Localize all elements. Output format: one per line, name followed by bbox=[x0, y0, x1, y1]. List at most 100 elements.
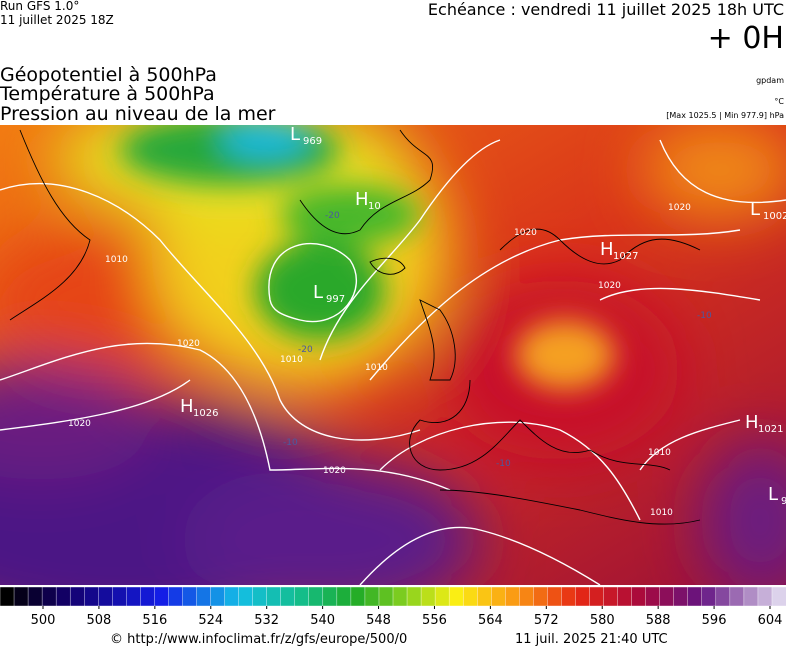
run-date: 11 juillet 2025 18Z bbox=[0, 13, 114, 27]
isobar-label: 1020 bbox=[68, 419, 91, 429]
isobar-label: 1020 bbox=[177, 339, 200, 349]
temperature-label: -20 bbox=[325, 211, 340, 221]
colorbar-tick-label: 596 bbox=[702, 613, 727, 628]
isobar-label: 1010 bbox=[105, 255, 128, 265]
colorbar-tick-label: 524 bbox=[198, 613, 223, 628]
colorbar-tick-label: 604 bbox=[758, 613, 783, 628]
colorbar-swatch bbox=[126, 586, 142, 607]
colorbar: 500 508 516 524 532 540 548 556 564 572 580 588 596 6… bbox=[0, 586, 786, 628]
colorbar-swatch bbox=[69, 586, 85, 607]
colorbar-tick-label: 548 bbox=[366, 613, 391, 628]
pressure-center-value: 969 bbox=[303, 136, 322, 147]
colorbar-swatch bbox=[434, 586, 450, 607]
colorbar-swatch bbox=[547, 586, 563, 607]
title: Géopotentiel à 500hPa bbox=[0, 64, 217, 86]
colorbar-swatch bbox=[406, 586, 422, 607]
colorbar-swatch bbox=[729, 586, 745, 607]
colorbar-swatch bbox=[448, 586, 464, 607]
colorbar-swatch bbox=[757, 586, 773, 607]
pressure-center-letter: H bbox=[355, 189, 369, 210]
colorbar-swatch bbox=[617, 586, 633, 607]
isobar-label: 1010 bbox=[280, 355, 303, 365]
colorbar-swatch bbox=[771, 586, 786, 607]
colorbar-swatch bbox=[631, 586, 647, 607]
colorbar-swatch bbox=[701, 586, 717, 607]
isobar-label: 1020 bbox=[598, 281, 621, 291]
colorbar-swatch bbox=[378, 586, 394, 607]
colorbar-swatch bbox=[575, 586, 591, 607]
colorbar-tick-label: 556 bbox=[422, 613, 447, 628]
source: © http://www.infoclimat.fr/z/gfs/europe/… bbox=[110, 632, 407, 647]
isobar-label: 1020 bbox=[323, 466, 346, 476]
unit: °C bbox=[774, 97, 784, 106]
unit: gpdam bbox=[756, 76, 784, 85]
pressure-range: [Max 1025.5 | Min 977.9] hPa bbox=[666, 111, 784, 120]
colorbar-swatch bbox=[715, 586, 731, 607]
pressure-center-letter: L bbox=[750, 199, 760, 220]
isobar-label: 1010 bbox=[365, 363, 388, 373]
colorbar-swatch bbox=[533, 586, 549, 607]
colorbar-swatch bbox=[154, 586, 170, 607]
colorbar-swatch bbox=[55, 586, 71, 607]
colorbar-tick-label: 508 bbox=[87, 613, 112, 628]
colorbar-swatch bbox=[561, 586, 577, 607]
temperature-label: -10 bbox=[283, 438, 298, 448]
pressure-center-value: 10 bbox=[368, 201, 381, 212]
pressure-center-value: 1002 bbox=[763, 211, 786, 222]
colorbar-tick-label: 532 bbox=[254, 613, 279, 628]
title: Température à 500hPa bbox=[0, 83, 215, 105]
colorbar-swatch bbox=[27, 586, 43, 607]
lead-time: + 0H bbox=[708, 21, 784, 56]
colorbar-swatch bbox=[224, 586, 240, 607]
colorbar-swatch bbox=[336, 586, 352, 607]
colorbar-swatch bbox=[743, 586, 759, 607]
colorbar-swatch bbox=[210, 586, 226, 607]
colorbar-tick-label: 572 bbox=[534, 613, 559, 628]
colorbar-swatch bbox=[462, 586, 478, 607]
temperature-label: -10 bbox=[697, 311, 712, 321]
isobar-label: 1010 bbox=[648, 448, 671, 458]
colorbar-swatch bbox=[589, 586, 605, 607]
run: Run GFS 1.0° bbox=[0, 0, 79, 13]
colorbar-swatch bbox=[84, 586, 99, 607]
colorbar-swatch bbox=[41, 586, 57, 607]
generated-time: 11 juil. 2025 21:40 UTC bbox=[515, 632, 668, 647]
colorbar-swatch bbox=[603, 586, 619, 607]
pressure-center-value: 1021 bbox=[758, 424, 783, 435]
colorbar-swatch bbox=[308, 586, 324, 607]
title: Pression au niveau de la mer bbox=[0, 103, 276, 125]
colorbar-swatch bbox=[112, 586, 128, 607]
colorbar-swatch bbox=[420, 586, 436, 607]
colorbar-swatch bbox=[98, 586, 113, 607]
isobar-label: 1020 bbox=[514, 228, 537, 238]
colorbar-swatch bbox=[266, 586, 282, 607]
colorbar-tick-label: 500 bbox=[31, 613, 56, 628]
temperature-label: -10 bbox=[496, 459, 511, 469]
colorbar-tick-label: 564 bbox=[478, 613, 503, 628]
colorbar-swatch bbox=[659, 586, 675, 607]
colorbar-swatch bbox=[505, 586, 521, 607]
colorbar-swatch bbox=[196, 586, 212, 607]
colorbar-swatch bbox=[673, 586, 689, 607]
colorbar-swatch bbox=[140, 586, 156, 607]
pressure-center-letter: L bbox=[313, 282, 323, 303]
colorbar-swatch bbox=[645, 586, 661, 607]
colorbar-tick-label: 580 bbox=[590, 613, 615, 628]
isobar-label: 1010 bbox=[650, 508, 673, 518]
pressure-center-letter: L bbox=[290, 124, 300, 145]
colorbar-swatch bbox=[477, 586, 492, 607]
colorbar-swatch bbox=[182, 586, 198, 607]
pressure-center-value: 9 bbox=[781, 496, 786, 507]
temperature-label: -20 bbox=[298, 345, 313, 355]
header: Run GFS 1.0° 11 juillet 2025 18Z Echéanc… bbox=[0, 0, 784, 125]
colorbar-swatch bbox=[519, 586, 535, 607]
colorbar-swatch bbox=[687, 586, 703, 607]
colorbar-tick-label: 540 bbox=[310, 613, 335, 628]
colorbar-swatch bbox=[322, 586, 338, 607]
colorbar-swatch bbox=[491, 586, 506, 607]
colorbar-swatch bbox=[252, 586, 268, 607]
pressure-center-value: 997 bbox=[326, 294, 345, 305]
colorbar-tick-label: 516 bbox=[142, 613, 167, 628]
